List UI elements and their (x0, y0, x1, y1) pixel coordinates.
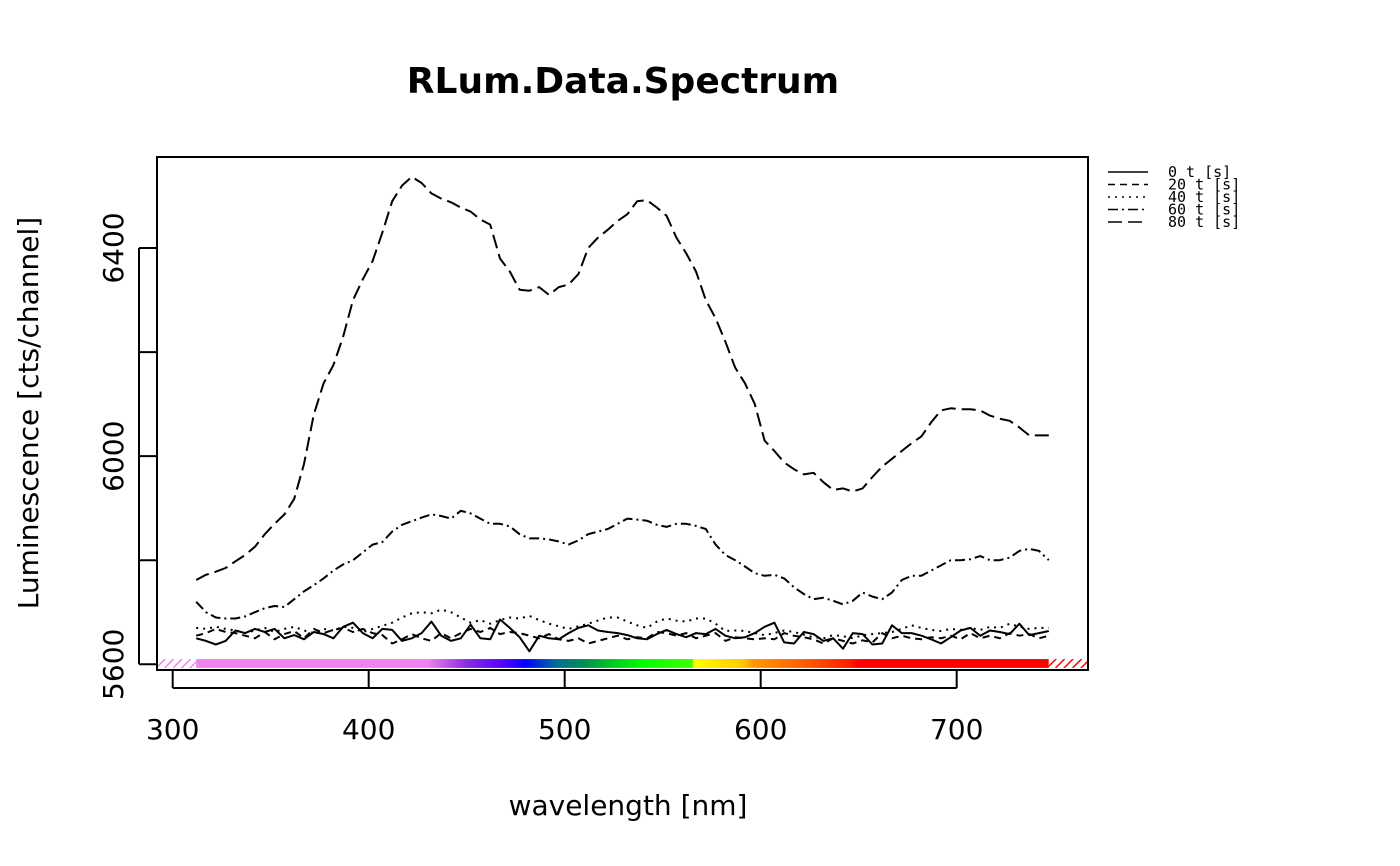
x-axis-label: wavelength [nm] (509, 789, 748, 822)
y-axis: 5600 6000 6400 (97, 212, 157, 700)
x-axis: 300 400 500 600 700 (146, 670, 983, 746)
series-layer (195, 175, 1050, 653)
plot-frame (156, 156, 1089, 671)
x-tick-label-600: 600 (734, 713, 787, 746)
x-tick-label-700: 700 (930, 713, 983, 746)
legend-label-3: 60 t [s] (1168, 201, 1240, 219)
color-bar-spectrum (196, 659, 1049, 668)
legend-label-4: 80 t [s] (1168, 213, 1240, 231)
x-tick-label-400: 400 (342, 713, 395, 746)
y-axis-label: Luminescence [cts/channel] (12, 217, 45, 609)
legend-label-2: 40 t [s] (1168, 188, 1240, 206)
y-tick-label-6000: 6000 (97, 421, 130, 492)
color-bar-hatch-left (158, 659, 197, 668)
series-line-2 (196, 608, 1049, 640)
series-line-0 (195, 618, 1050, 653)
chart-title: RLum.Data.Spectrum (407, 61, 839, 102)
y-tick-label-5600: 5600 (97, 629, 130, 700)
color-bar-hatch-right (1048, 659, 1087, 668)
legend: 0 t [s]20 t [s]40 t [s]60 t [s]80 t [s] (1108, 163, 1240, 231)
spectrum-color-bar (158, 659, 1087, 668)
legend-label-1: 20 t [s] (1168, 176, 1240, 194)
x-tick-label-500: 500 (538, 713, 591, 746)
legend-label-0: 0 t [s] (1168, 163, 1231, 181)
series-line-4 (195, 175, 1049, 581)
x-tick-label-300: 300 (146, 713, 199, 746)
series-line-3 (195, 509, 1050, 620)
y-tick-label-6400: 6400 (97, 212, 130, 283)
